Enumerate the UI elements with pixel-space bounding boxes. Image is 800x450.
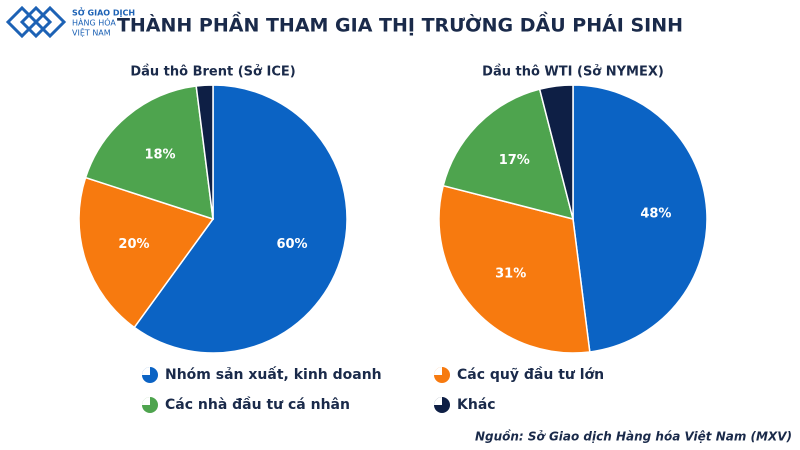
logo-mark [5, 5, 67, 39]
slice-label: 60% [276, 237, 307, 252]
slice-label: 31% [495, 266, 526, 281]
pie-slice [133, 84, 348, 354]
logo-text: HÀNG HÓA [72, 17, 116, 28]
chart-subtitle: Dầu thô WTI (Sở NYMEX) [482, 65, 664, 80]
legend-label: Khác [457, 397, 496, 413]
pie-slice [78, 176, 215, 329]
slice-label: 48% [640, 206, 671, 221]
legend-label: Nhóm sản xuất, kinh doanh [165, 366, 382, 383]
title: THÀNH PHẦN THAM GIA THỊ TRƯỜNG DẦU PHÁI … [117, 11, 683, 37]
logo-text: SỞ GIAO DỊCH [72, 6, 135, 18]
pie-slice [572, 84, 708, 353]
legend-icon-cut [434, 397, 442, 405]
source: Nguồn: Sở Giao dịch Hàng hóa Việt Nam (M… [475, 430, 792, 444]
legend-label: Các nhà đầu tư cá nhân [165, 396, 350, 413]
legend-icon-cut [142, 367, 150, 375]
pie-slice [438, 184, 591, 354]
pie-slice [538, 84, 574, 220]
legend-icon-cut [434, 367, 442, 375]
pie-slice [84, 85, 214, 221]
slice-label: 17% [499, 153, 530, 168]
chart-subtitle: Dầu thô Brent (Sở ICE) [130, 65, 295, 80]
legend-label: Các quỹ đầu tư lớn [457, 366, 604, 383]
legend-icon-cut [142, 397, 150, 405]
slice-label: 18% [144, 147, 175, 162]
pie-slice [442, 88, 575, 221]
logo-text: VIỆT NAM [72, 27, 111, 39]
pie-slice [195, 84, 214, 220]
slice-label: 20% [118, 237, 149, 252]
